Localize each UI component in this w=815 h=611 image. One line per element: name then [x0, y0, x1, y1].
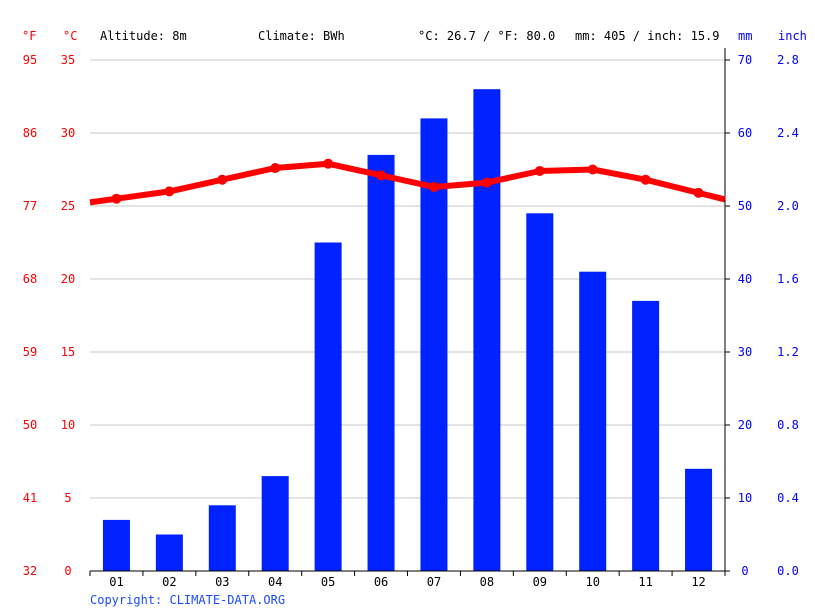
inch-tick-label: 1.2 — [777, 345, 799, 359]
mm-unit-label: mm — [738, 29, 752, 43]
fahrenheit-tick-label: 59 — [23, 345, 37, 359]
month-tick-label: 09 — [533, 575, 547, 589]
temperature-line — [89, 158, 726, 206]
axes — [89, 48, 730, 576]
month-tick-label: 08 — [480, 575, 494, 589]
fahrenheit-tick-label: 95 — [23, 53, 37, 67]
temperature-point — [376, 170, 387, 181]
month-tick-label: 05 — [321, 575, 335, 589]
temperature-point — [111, 193, 122, 204]
temperature-point — [428, 182, 439, 193]
celsius-tick-label: 30 — [61, 126, 75, 140]
inch-tick-label: 2.8 — [777, 53, 799, 67]
month-tick-label: 11 — [638, 575, 652, 589]
temperature-point — [534, 165, 545, 176]
precipitation-bar — [314, 242, 342, 571]
mm-tick-label: 50 — [738, 199, 752, 213]
celsius-tick-label: 0 — [64, 564, 71, 578]
temperature-point — [587, 164, 598, 175]
inch-unit-label: inch — [778, 29, 807, 43]
inch-tick-label: 0.0 — [777, 564, 799, 578]
month-tick-label: 07 — [427, 575, 441, 589]
fahrenheit-tick-label: 41 — [23, 491, 37, 505]
temperature-point — [323, 158, 334, 169]
temperature-summary: °C: 26.7 / °F: 80.0 — [418, 29, 555, 43]
month-tick-label: 01 — [109, 575, 123, 589]
month-tick-label: 12 — [691, 575, 705, 589]
celsius-tick-label: 15 — [61, 345, 75, 359]
precipitation-bar — [579, 271, 607, 571]
inch-tick-label: 2.0 — [777, 199, 799, 213]
precipitation-bar — [102, 519, 130, 571]
copyright-link[interactable]: Copyright: CLIMATE-DATA.ORG — [90, 593, 285, 607]
fahrenheit-tick-label: 50 — [23, 418, 37, 432]
climate-label: Climate: BWh — [258, 29, 345, 43]
precipitation-bars — [102, 89, 713, 572]
altitude-label: Altitude: 8m — [100, 29, 187, 43]
precipitation-bar — [473, 89, 501, 571]
mm-tick-label: 60 — [738, 126, 752, 140]
grid-lines — [90, 59, 725, 499]
celsius-tick-label: 25 — [61, 199, 75, 213]
celsius-tick-label: 10 — [61, 418, 75, 432]
mm-tick-label: 20 — [738, 418, 752, 432]
precipitation-bar — [526, 213, 554, 572]
precipitation-bar — [632, 300, 660, 571]
fahrenheit-tick-label: 77 — [23, 199, 37, 213]
celsius-unit-label: °C — [63, 29, 77, 43]
inch-tick-label: 2.4 — [777, 126, 799, 140]
month-tick-label: 06 — [374, 575, 388, 589]
month-tick-label: 03 — [215, 575, 229, 589]
celsius-tick-label: 20 — [61, 272, 75, 286]
month-tick-label: 04 — [268, 575, 282, 589]
temperature-point — [640, 174, 651, 185]
precipitation-bar — [420, 118, 448, 572]
fahrenheit-tick-label: 68 — [23, 272, 37, 286]
celsius-tick-label: 35 — [61, 53, 75, 67]
inch-tick-label: 1.6 — [777, 272, 799, 286]
temperature-point — [217, 174, 228, 185]
mm-tick-label: 40 — [738, 272, 752, 286]
precipitation-bar — [155, 534, 183, 571]
fahrenheit-tick-label: 32 — [23, 564, 37, 578]
precipitation-bar — [685, 468, 713, 571]
month-tick-label: 02 — [162, 575, 176, 589]
temperature-polyline — [89, 160, 726, 206]
temperature-point — [164, 186, 175, 197]
inch-tick-label: 0.4 — [777, 491, 799, 505]
precipitation-summary: mm: 405 / inch: 15.9 — [575, 29, 720, 43]
temperature-point — [481, 177, 492, 188]
temperature-point — [270, 163, 281, 174]
month-tick-label: 10 — [585, 575, 599, 589]
tick-labels: 32 0 41 5 50 10 59 15 68 20 77 25 86 30 95 35 0 0.0 10 0.4 2… — [23, 53, 799, 589]
precipitation-bar — [208, 505, 236, 571]
mm-tick-label: 10 — [738, 491, 752, 505]
precipitation-bar — [367, 154, 395, 571]
mm-tick-label: 30 — [738, 345, 752, 359]
precipitation-bar — [261, 476, 289, 571]
fahrenheit-unit-label: °F — [22, 29, 36, 43]
fahrenheit-tick-label: 86 — [23, 126, 37, 140]
inch-tick-label: 0.8 — [777, 418, 799, 432]
temperature-point — [693, 187, 704, 198]
mm-tick-label: 0 — [741, 564, 748, 578]
celsius-tick-label: 5 — [64, 491, 71, 505]
mm-tick-label: 70 — [738, 53, 752, 67]
